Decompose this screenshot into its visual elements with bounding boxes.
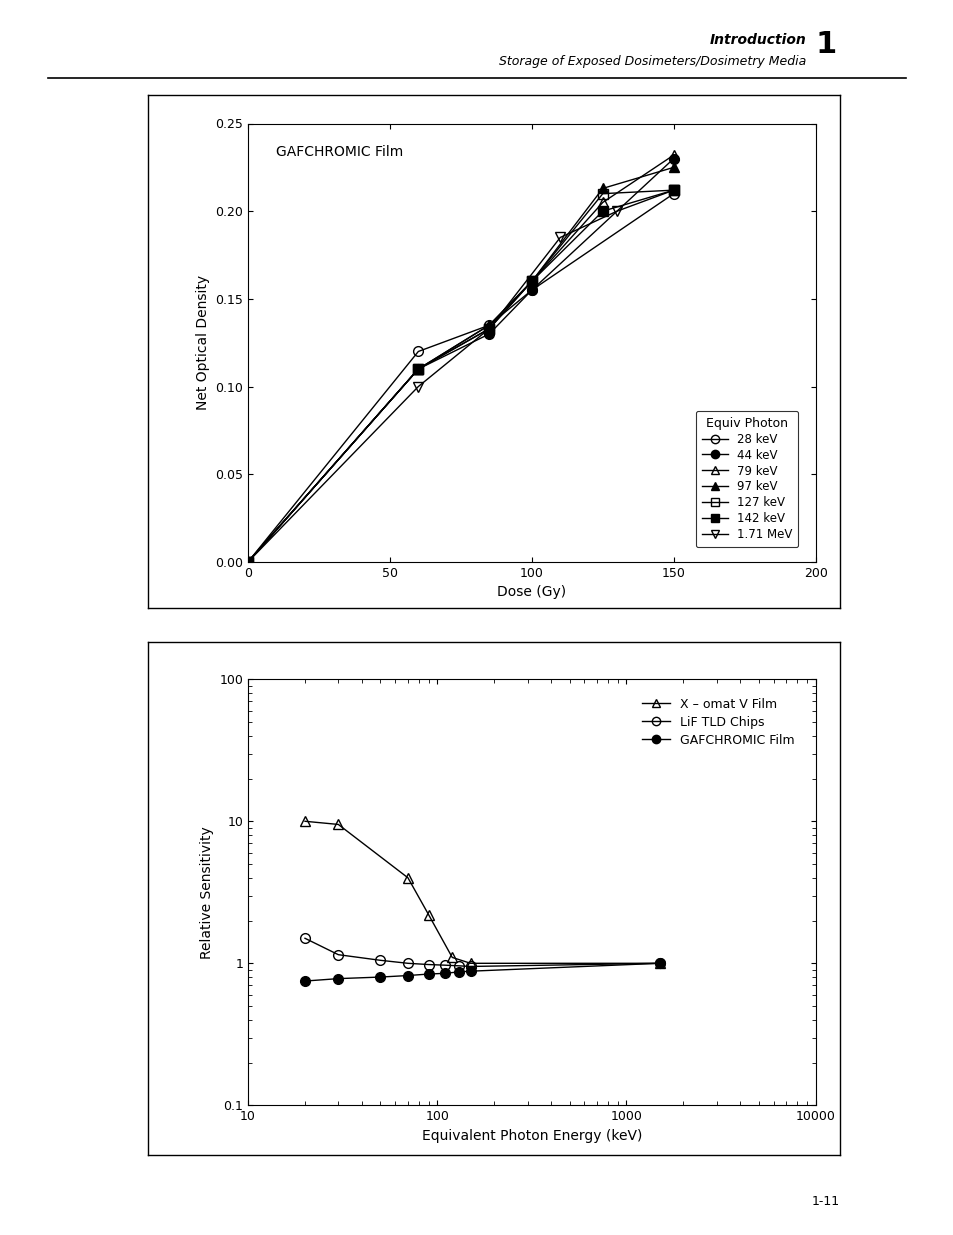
- Legend: X – omat V Film, LiF TLD Chips, GAFCHROMIC Film: X – omat V Film, LiF TLD Chips, GAFCHROM…: [638, 694, 798, 751]
- Text: Introduction: Introduction: [709, 33, 805, 47]
- Y-axis label: Relative Sensitivity: Relative Sensitivity: [199, 826, 213, 958]
- X-axis label: Equivalent Photon Energy (keV): Equivalent Photon Energy (keV): [421, 1129, 641, 1142]
- X-axis label: Dose (Gy): Dose (Gy): [497, 585, 566, 599]
- Text: 1-11: 1-11: [811, 1194, 839, 1208]
- Y-axis label: Net Optical Density: Net Optical Density: [195, 275, 210, 410]
- Text: 1: 1: [815, 31, 836, 59]
- Text: Storage of Exposed Dosimeters/Dosimetry Media: Storage of Exposed Dosimeters/Dosimetry …: [498, 54, 805, 68]
- Legend: 28 keV, 44 keV, 79 keV, 97 keV, 127 keV, 142 keV, 1.71 MeV: 28 keV, 44 keV, 79 keV, 97 keV, 127 keV,…: [695, 411, 798, 547]
- Text: GAFCHROMIC Film: GAFCHROMIC Film: [276, 146, 403, 159]
